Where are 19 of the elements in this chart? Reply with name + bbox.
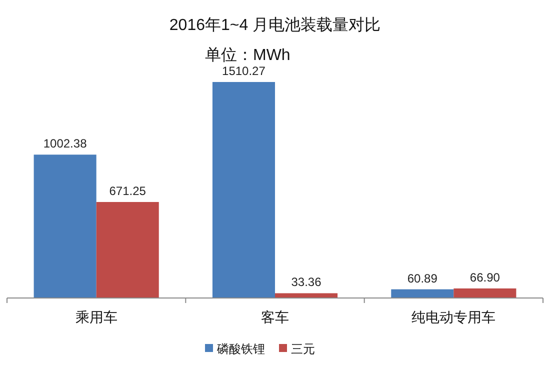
- data-label: 66.90: [470, 270, 500, 284]
- data-label: 1510.27: [222, 64, 266, 78]
- data-label: 60.89: [407, 271, 438, 286]
- data-label: 1002.38: [43, 136, 88, 151]
- x-tick-label: 乘用车: [75, 309, 118, 325]
- data-label: 671.25: [109, 184, 146, 198]
- bar: [34, 154, 96, 298]
- bar: [454, 288, 516, 298]
- bar: [212, 82, 275, 298]
- chart-subtitle: 单位：MWh: [205, 46, 290, 64]
- legend-label: 三元: [291, 342, 315, 356]
- data-label: 33.36: [291, 275, 322, 290]
- x-tick-label: 纯电动专用车: [412, 309, 496, 325]
- bar: [391, 289, 454, 298]
- legend-label: 磷酸铁锂: [216, 342, 265, 356]
- x-tick-label: 客车: [261, 309, 289, 325]
- chart-title: 2016年1~4 月电池装载量对比: [169, 16, 381, 34]
- bar: [96, 202, 159, 298]
- bar: [275, 293, 338, 298]
